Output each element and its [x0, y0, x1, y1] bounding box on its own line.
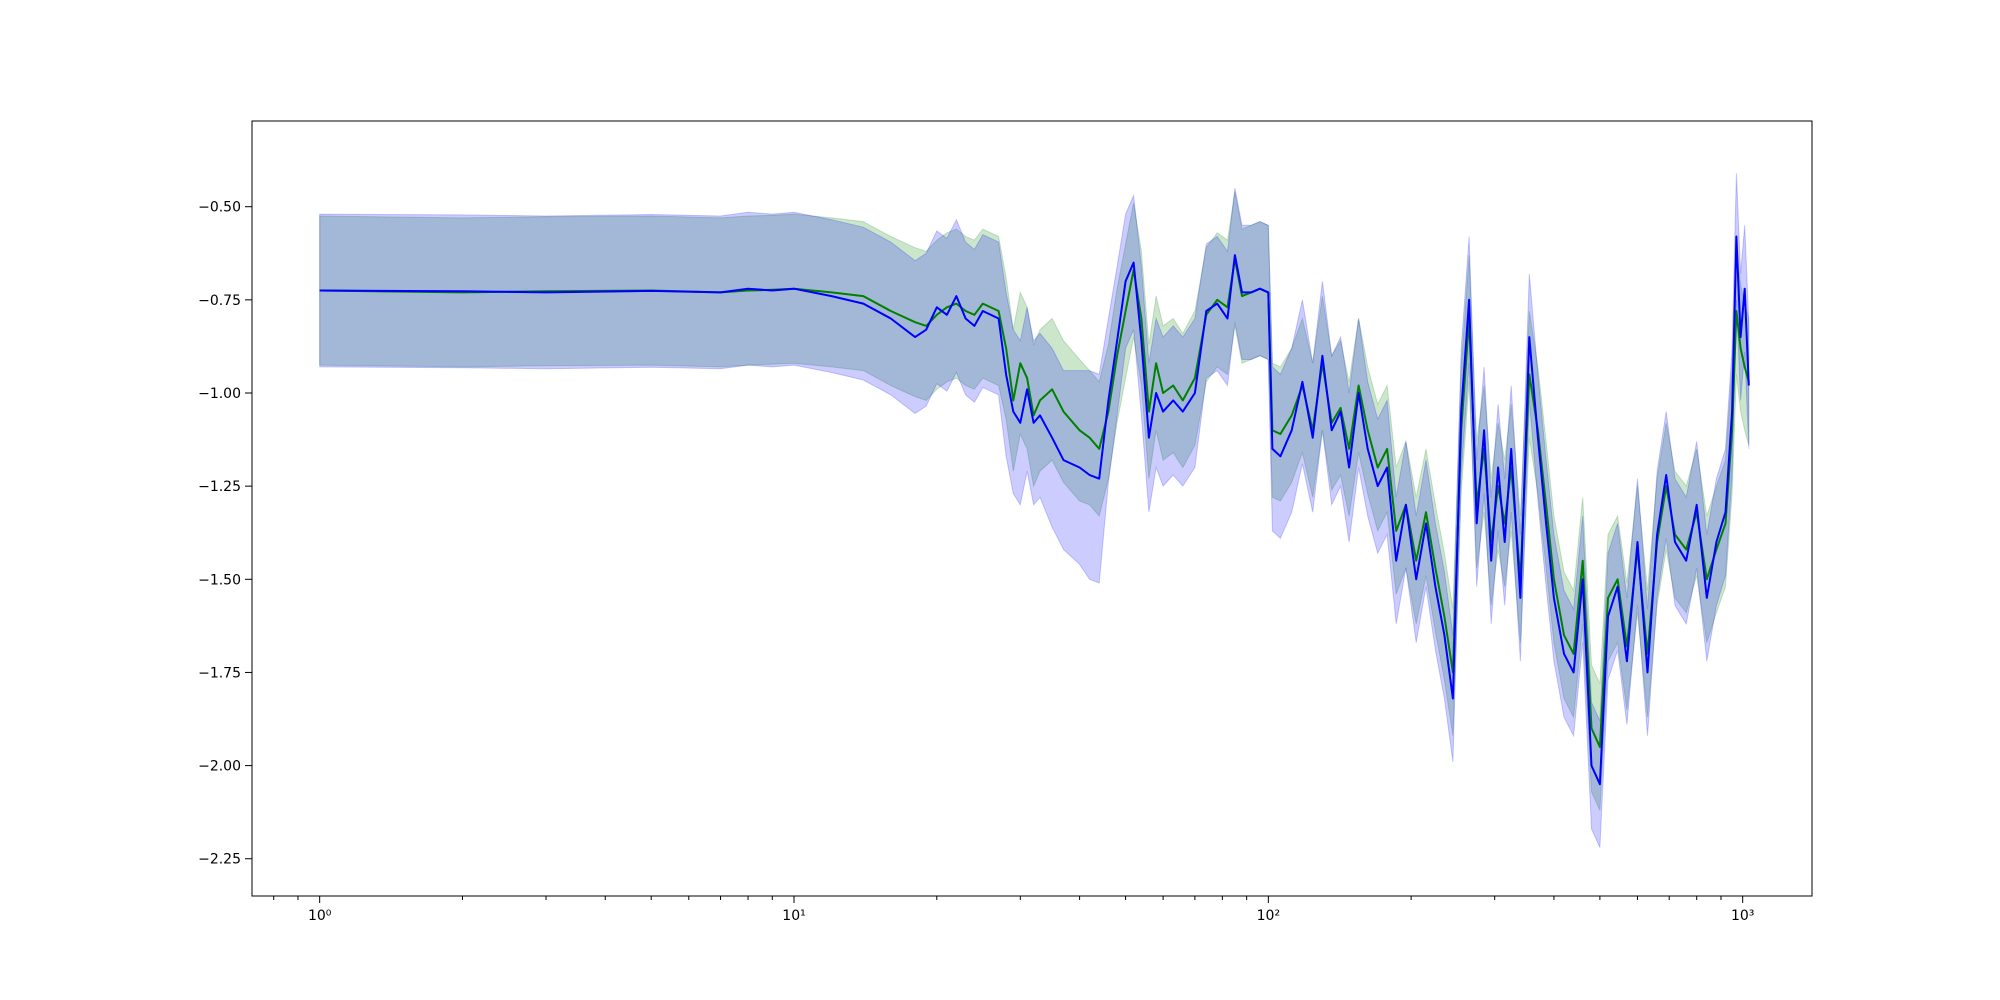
- y-tick-label: −2.25: [198, 852, 241, 868]
- uncertainty-bands: [319, 173, 1750, 848]
- series-2-band: [319, 173, 1750, 848]
- y-tick-label: −1.75: [198, 665, 241, 681]
- x-tick-label: 10²: [1257, 908, 1280, 924]
- axes-frame: [251, 120, 1813, 897]
- series-1-band: [319, 191, 1750, 811]
- x-tick-label: 10¹: [782, 908, 805, 924]
- y-tick-label: −1.25: [198, 479, 241, 495]
- x-tick-label: 10³: [1731, 908, 1754, 924]
- series-2-line: [319, 235, 1750, 786]
- y-axis: −0.50 −0.75 −1.00 −1.25 −1.50 −1.75 −2.00 −2.25: [198, 200, 252, 868]
- x-axis: 10⁰ 10¹ 10² 10³: [273, 896, 1754, 924]
- x-tick-label: 10⁰: [308, 908, 332, 924]
- y-tick-label: −2.00: [198, 759, 241, 775]
- y-tick-label: −1.50: [198, 572, 241, 588]
- series-lines: [319, 235, 1750, 786]
- y-tick-label: −0.50: [198, 200, 241, 216]
- plot-area: [319, 173, 1750, 848]
- y-tick-label: −1.00: [198, 386, 241, 402]
- y-tick-label: −0.75: [198, 293, 241, 309]
- series-1-line: [319, 257, 1750, 748]
